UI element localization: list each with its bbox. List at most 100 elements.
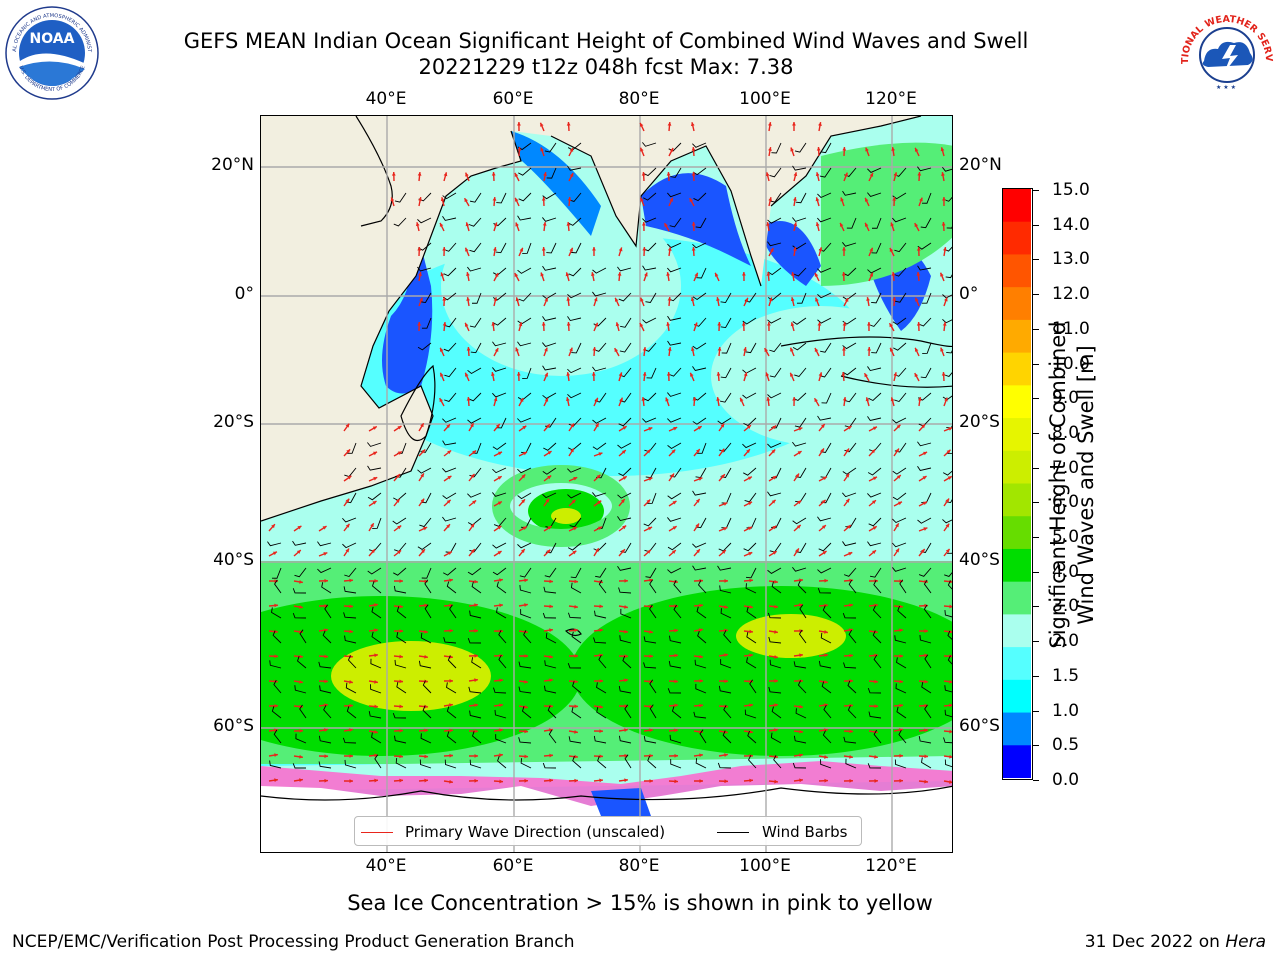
colorbar-tick-mark: [1033, 467, 1039, 469]
wind-barb: [767, 267, 782, 276]
wave-direction-arrowhead: [649, 578, 653, 583]
wave-direction-arrowhead: [772, 525, 777, 530]
wave-direction-arrowhead: [324, 679, 328, 684]
wave-direction-arrowhead: [540, 272, 545, 277]
wave-direction-arrowhead: [466, 347, 471, 351]
wind-barb: [543, 442, 557, 451]
wave-direction-arrowhead: [399, 754, 403, 759]
wind-barb: [845, 517, 857, 528]
wave-direction-arrowhead: [749, 703, 753, 708]
wave-direction-arrowhead: [674, 753, 678, 758]
wave-direction-arrowhead: [570, 448, 574, 453]
wave-direction-arrowhead: [792, 247, 797, 251]
wave-direction-arrowhead: [842, 397, 847, 401]
wind-barb: [522, 367, 532, 379]
colorbar-segment: [1003, 254, 1031, 288]
wave-direction-arrowhead: [916, 322, 921, 326]
wave-direction-arrowhead: [296, 550, 301, 554]
wind-barb: [424, 604, 432, 619]
wave-direction-arrowhead: [896, 424, 901, 429]
colorbar-tick-label: 5.0: [1052, 527, 1080, 548]
wave-direction-arrowhead: [497, 501, 502, 505]
wind-barb: [447, 655, 457, 669]
wave-direction-arrowhead: [672, 501, 677, 505]
lon-label-top: 100°E: [739, 89, 791, 109]
colorbar-title-line2: Wind Waves and Swell [m]: [1074, 345, 1098, 625]
wave-direction-arrowhead: [646, 549, 651, 554]
colorbar-tick-label: 14.0: [1052, 214, 1090, 235]
wave-direction-arrowhead: [641, 172, 646, 176]
wind-barb: [620, 317, 632, 328]
colorbar-tick-label: 12.0: [1052, 284, 1090, 305]
wind-barb: [944, 685, 952, 693]
wind-barb: [321, 582, 332, 594]
wind-barb: [467, 492, 482, 498]
wind-barb: [697, 580, 707, 594]
wind-barb: [817, 217, 832, 223]
wind-barb: [594, 610, 607, 619]
wave-direction-arrowhead: [698, 477, 703, 481]
wind-barb: [617, 266, 632, 272]
wind-barb: [720, 608, 732, 619]
wind-barb: [942, 470, 952, 476]
wave-direction-arrowhead: [399, 778, 403, 783]
wave-direction-arrowhead: [573, 477, 578, 481]
wave-direction-arrowhead: [799, 753, 803, 758]
wind-barb: [444, 367, 457, 378]
wind-barb: [723, 630, 732, 644]
wave-direction-arrowhead: [449, 753, 453, 758]
wind-barb: [842, 467, 857, 475]
wind-barb: [794, 142, 807, 153]
wind-barb: [542, 192, 557, 200]
wave-direction-arrowhead: [372, 501, 377, 505]
map-panel: [260, 115, 953, 853]
map-legend: Primary Wave Direction (unscaled) Wind B…: [354, 816, 862, 846]
colorbar-tick-mark: [1033, 571, 1039, 573]
wave-direction-arrowhead: [499, 703, 503, 708]
wind-barb: [667, 442, 682, 450]
wind-barb: [322, 630, 332, 644]
wind-barb: [917, 441, 932, 447]
wave-direction-arrowhead: [439, 222, 444, 227]
wave-direction-arrowhead: [596, 474, 601, 479]
wind-barb: [817, 267, 832, 273]
wave-direction-arrowhead: [547, 526, 552, 530]
wave-direction-arrowhead: [349, 680, 353, 684]
wave-direction-arrowhead: [519, 398, 524, 403]
wind-barb: [643, 167, 657, 177]
wave-direction-arrowhead: [774, 728, 778, 732]
wind-barb: [792, 567, 807, 572]
wind-barb: [620, 608, 632, 619]
wind-barb: [867, 267, 882, 274]
wind-barb: [393, 567, 407, 576]
wind-barb: [847, 680, 857, 694]
wind-barb: [643, 735, 657, 744]
wind-barb: [392, 712, 407, 719]
wave-direction-arrowhead: [447, 551, 452, 555]
wind-barb: [492, 542, 507, 549]
wave-direction-arrowhead: [493, 297, 498, 302]
wave-direction-arrowhead: [924, 679, 928, 684]
wave-direction-arrowhead: [874, 704, 878, 709]
wave-direction-arrowhead: [694, 272, 698, 277]
wave-direction-arrowhead: [599, 628, 603, 633]
wave-direction-arrowhead: [695, 498, 700, 503]
wave-direction-arrowhead: [624, 629, 628, 634]
wave-direction-arrowhead: [748, 501, 753, 506]
wind-barb: [946, 350, 952, 354]
wind-barb: [568, 736, 582, 744]
wave-direction-arrowhead: [349, 754, 353, 758]
wind-barb: [797, 680, 807, 694]
wave-direction-arrowhead: [642, 372, 647, 376]
wind-barb: [592, 492, 607, 497]
wave-direction-arrowhead: [749, 604, 753, 609]
wave-direction-arrowhead: [914, 223, 919, 228]
wave-direction-arrowhead: [566, 297, 571, 301]
wind-barb: [920, 367, 932, 379]
wind-barb: [817, 516, 832, 522]
wind-barb: [820, 759, 832, 769]
wind-barb: [444, 317, 457, 328]
wave-direction-arrowhead: [864, 222, 869, 227]
wave-direction-arrowhead: [897, 501, 902, 506]
wave-direction-arrowhead: [474, 653, 478, 658]
